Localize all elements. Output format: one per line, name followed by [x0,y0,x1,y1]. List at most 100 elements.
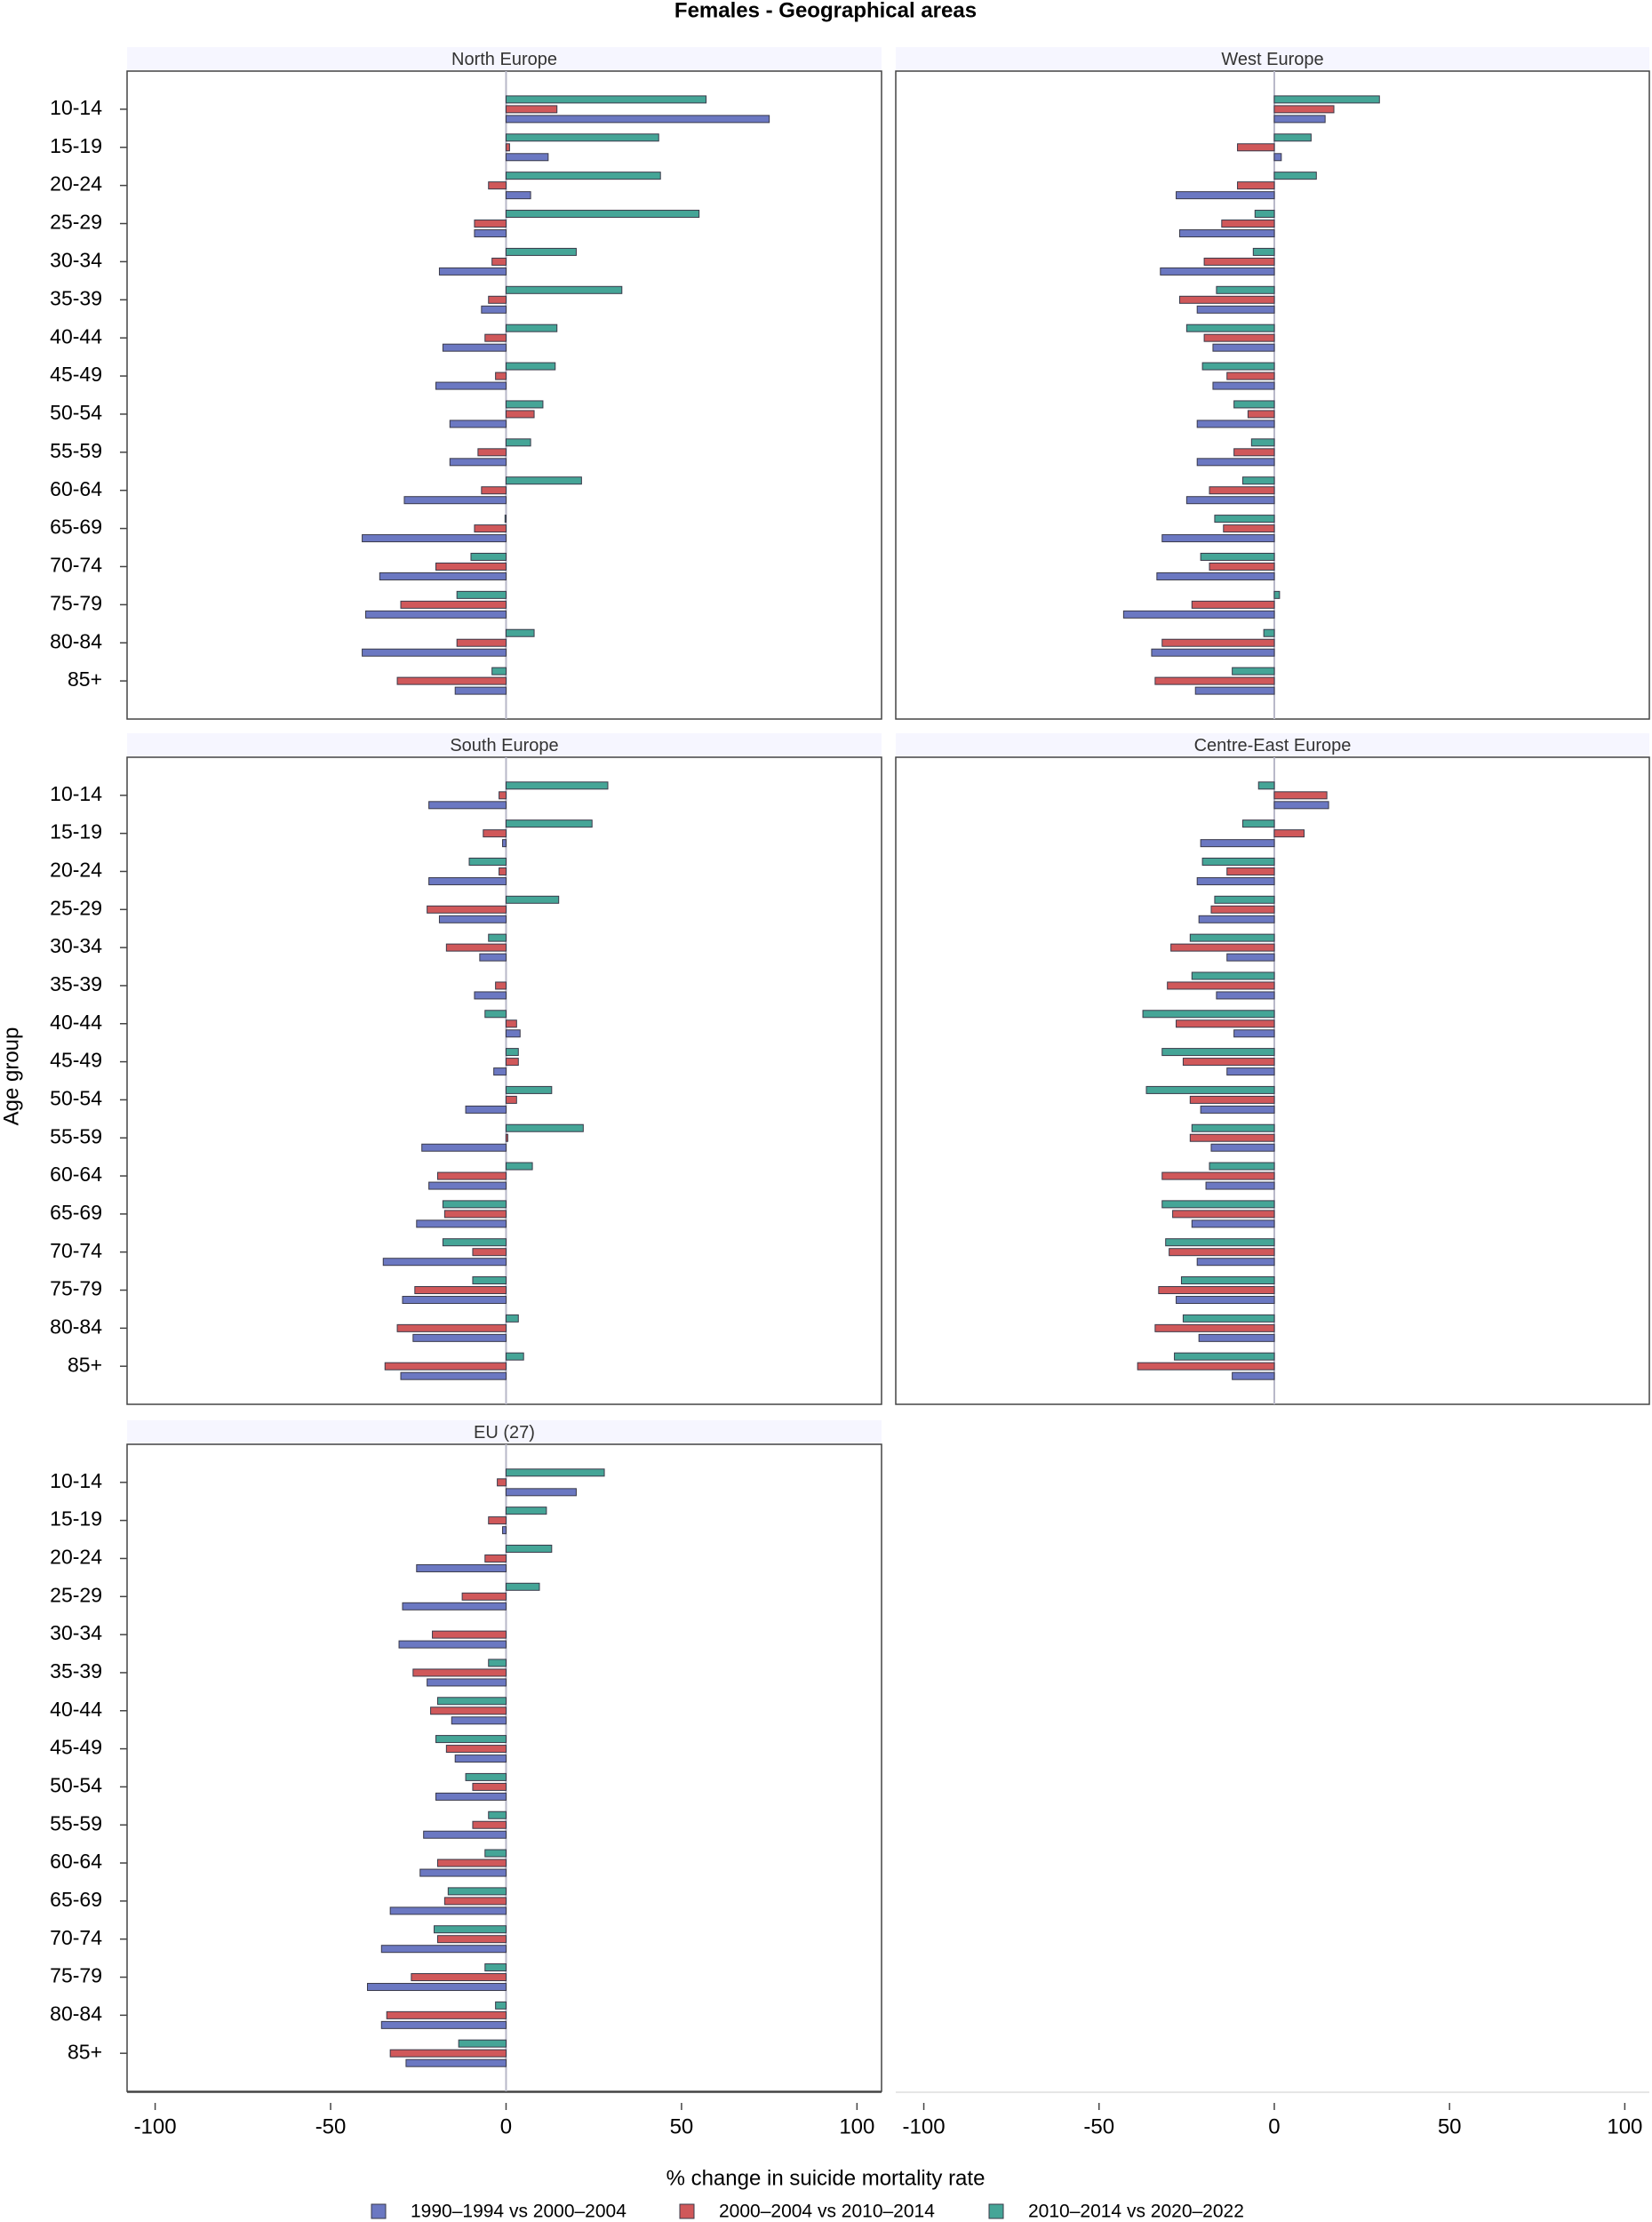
bar [477,448,507,457]
legend-label: 2000–2004 vs 2010–2014 [719,2202,935,2222]
y-tick-label: 65-69 [50,1888,102,1911]
bar [1250,438,1275,447]
bar [396,676,507,685]
bar [1189,1133,1275,1142]
y-tick-label: 35-39 [50,286,102,309]
bar [454,686,507,695]
bar [465,1772,507,1781]
x-tick-label: -50 [1083,2114,1114,2138]
x-tick-label: 50 [670,2114,694,2138]
bar [1221,220,1275,228]
y-tick-label: 45-49 [50,1736,102,1759]
bar [403,496,507,505]
bar [505,1058,519,1067]
y-axis-label: Age group [0,1027,23,1126]
bar [1189,933,1275,942]
x-tick-label: 100 [1607,2114,1642,2138]
bar [495,372,507,380]
bar [436,1697,507,1706]
bar [499,867,507,875]
panel-title: North Europe [451,50,557,69]
bar [380,1945,507,1954]
bar [1196,876,1275,885]
y-tick-label: 10-14 [50,96,102,119]
bar [436,1858,507,1867]
bar [505,438,531,447]
bar [362,648,507,657]
bar [447,1887,507,1896]
bar [1209,562,1275,571]
x-tick-label: -50 [315,2114,347,2138]
bar [502,839,507,848]
bar [427,905,507,914]
y-tick-label: 30-34 [50,934,102,957]
bar [402,1296,507,1305]
y-tick-label: 20-24 [50,172,102,196]
bar [472,1248,507,1257]
bar [449,458,507,467]
bar [1200,1105,1275,1114]
bar [505,172,661,180]
panel-strip [896,47,1649,71]
y-tick-label: 15-19 [50,820,102,843]
bar [454,1754,507,1763]
bar [505,247,577,256]
bar [421,1143,507,1152]
bar [1161,534,1275,543]
bar [1252,247,1275,256]
bar [435,381,507,390]
bar [396,1323,507,1332]
bar [1196,305,1275,314]
x-tick-label: -100 [903,2114,946,2138]
bar [380,2020,507,2029]
bar [1176,1296,1275,1305]
bar [472,1276,507,1285]
y-tick-label: 50-54 [50,1086,102,1109]
y-tick-label: 65-69 [50,1201,102,1224]
bar [488,1659,507,1667]
bar [505,285,623,294]
panel-title: South Europe [450,736,558,755]
x-tick-label: 0 [500,2114,512,2138]
bar [1233,448,1275,457]
bar [505,1133,508,1142]
y-tick-label: 60-64 [50,477,102,500]
y-tick-label: 75-79 [50,1277,102,1300]
bar [474,229,507,238]
x-tick-label: 100 [839,2114,874,2138]
bar [505,191,531,200]
bar [499,791,507,800]
bar [505,1352,524,1361]
bar [402,1602,507,1611]
y-tick-label: 15-19 [50,1507,102,1531]
bar [442,343,507,352]
bar [505,1048,519,1057]
y-tick-label: 80-84 [50,629,102,652]
bar [488,181,507,190]
bar [505,1314,519,1323]
bar [1233,1029,1275,1038]
panel-frame [895,70,1650,720]
bar [1216,991,1275,1000]
bar [1161,1048,1275,1057]
bar [386,2010,507,2019]
bar [1232,667,1275,675]
bar [505,210,700,219]
bar [484,1963,507,1972]
bar [1247,410,1275,419]
bar [1158,1286,1275,1295]
bar [1176,191,1275,200]
bar [416,1563,507,1572]
bar [366,1983,507,1992]
y-tick-label: 40-44 [50,1698,102,1721]
bar [468,857,507,866]
y-tick-label: 85+ [68,2040,102,2063]
bar [1273,133,1312,142]
bar [436,1171,507,1180]
bar [398,1640,507,1649]
bar [436,1935,507,1944]
bar [427,1678,507,1687]
y-tick-label: 70-74 [50,1926,102,1949]
bar [1156,571,1275,580]
